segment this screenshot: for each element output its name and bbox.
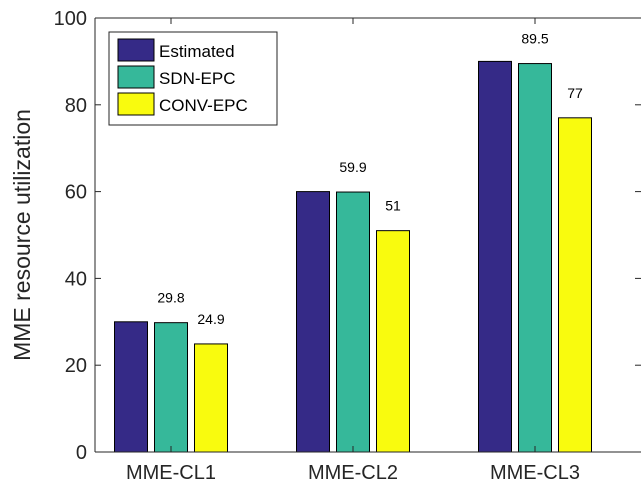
data-label: 24.9 bbox=[197, 311, 224, 327]
legend-label: CONV-EPC bbox=[159, 96, 248, 115]
x-tick-label: MME-CL2 bbox=[308, 462, 398, 484]
bars-layer bbox=[114, 60, 592, 453]
data-label: 51 bbox=[385, 198, 401, 214]
x-tick-label: MME-CL1 bbox=[126, 462, 216, 484]
bar-sdn-epc-mme-cl2 bbox=[336, 191, 370, 453]
ticks-layer: 0 20 40 60 80 100 MME-CL1 MME-CL2 MME-CL3 bbox=[54, 8, 641, 484]
data-label: 77 bbox=[567, 85, 583, 101]
bar-estimated-mme-cl1 bbox=[114, 321, 148, 453]
bar-estimated-mme-cl3 bbox=[478, 60, 512, 453]
legend-swatch bbox=[117, 65, 155, 89]
x-tick-label: MME-CL3 bbox=[490, 462, 580, 484]
data-labels-layer: 29.8 24.9 59.9 51 89.5 77 bbox=[157, 31, 583, 327]
data-label: 89.5 bbox=[521, 31, 548, 47]
legend: Estimated SDN-EPC CONV-EPC bbox=[108, 31, 278, 126]
bar-estimated-mme-cl2 bbox=[296, 191, 330, 453]
data-label: 29.8 bbox=[157, 290, 184, 306]
y-axis-title: MME resource utilization bbox=[9, 109, 35, 361]
y-tick-label: 20 bbox=[65, 355, 87, 377]
bar-conv-epc-mme-cl3 bbox=[558, 117, 592, 453]
y-tick-label: 60 bbox=[65, 182, 87, 204]
axes-layer bbox=[94, 17, 641, 453]
bar-sdn-epc-mme-cl3 bbox=[518, 63, 552, 453]
y-tick-label: 80 bbox=[65, 95, 87, 117]
legend-swatch bbox=[117, 38, 155, 62]
bar-conv-epc-mme-cl2 bbox=[376, 230, 410, 453]
legend-label: SDN-EPC bbox=[159, 69, 236, 88]
y-tick-label: 40 bbox=[65, 268, 87, 290]
bar-conv-epc-mme-cl1 bbox=[194, 343, 228, 453]
y-tick-label: 0 bbox=[76, 442, 87, 464]
legend-swatch bbox=[117, 92, 155, 116]
bar-sdn-epc-mme-cl1 bbox=[154, 322, 188, 453]
data-label: 59.9 bbox=[339, 159, 366, 175]
y-tick-label: 100 bbox=[54, 8, 87, 30]
legend-label: Estimated bbox=[159, 42, 235, 61]
